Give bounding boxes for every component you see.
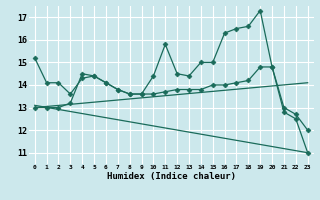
X-axis label: Humidex (Indice chaleur): Humidex (Indice chaleur) [107, 172, 236, 181]
